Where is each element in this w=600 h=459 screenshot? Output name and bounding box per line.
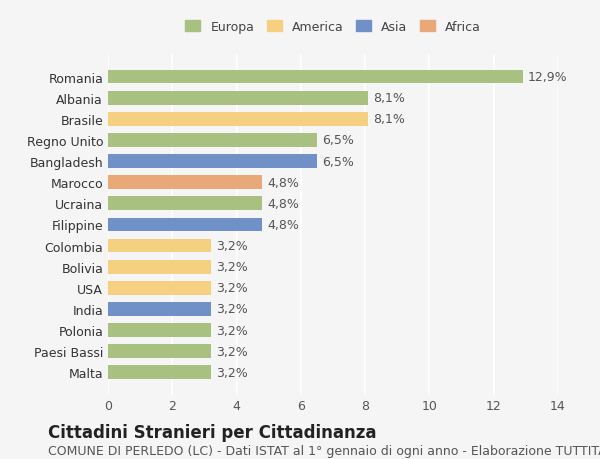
Bar	[108, 324, 211, 337]
Bar	[108, 197, 262, 211]
Text: 3,2%: 3,2%	[215, 366, 247, 379]
Bar	[108, 260, 211, 274]
Bar	[108, 71, 523, 84]
Text: 8,1%: 8,1%	[373, 113, 405, 126]
Text: 4,8%: 4,8%	[267, 176, 299, 189]
Text: COMUNE DI PERLEDO (LC) - Dati ISTAT al 1° gennaio di ogni anno - Elaborazione TU: COMUNE DI PERLEDO (LC) - Dati ISTAT al 1…	[48, 444, 600, 457]
Bar	[108, 239, 211, 253]
Text: 3,2%: 3,2%	[215, 303, 247, 316]
Text: 6,5%: 6,5%	[322, 134, 353, 147]
Bar	[108, 176, 262, 190]
Text: 3,2%: 3,2%	[215, 261, 247, 274]
Bar	[108, 134, 317, 147]
Bar	[108, 218, 262, 232]
Bar	[108, 281, 211, 295]
Text: 6,5%: 6,5%	[322, 155, 353, 168]
Bar	[108, 112, 368, 126]
Text: 8,1%: 8,1%	[373, 92, 405, 105]
Legend: Europa, America, Asia, Africa: Europa, America, Asia, Africa	[182, 17, 484, 38]
Text: 3,2%: 3,2%	[215, 324, 247, 337]
Bar	[108, 92, 368, 105]
Text: 12,9%: 12,9%	[527, 71, 567, 84]
Bar	[108, 366, 211, 379]
Text: 4,8%: 4,8%	[267, 197, 299, 210]
Bar	[108, 302, 211, 316]
Text: 4,8%: 4,8%	[267, 218, 299, 231]
Bar	[108, 155, 317, 168]
Bar	[108, 345, 211, 358]
Text: 3,2%: 3,2%	[215, 282, 247, 295]
Text: 3,2%: 3,2%	[215, 345, 247, 358]
Text: 3,2%: 3,2%	[215, 240, 247, 252]
Text: Cittadini Stranieri per Cittadinanza: Cittadini Stranieri per Cittadinanza	[48, 423, 377, 441]
